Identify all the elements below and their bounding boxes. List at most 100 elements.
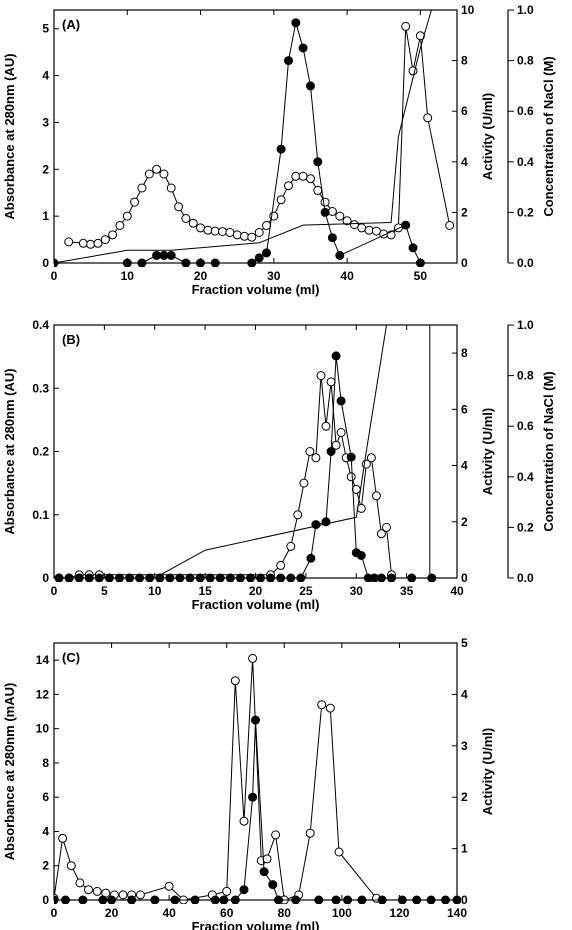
panel-b-absorbance-point xyxy=(371,491,381,501)
panel-a-absorbance-point xyxy=(313,185,323,195)
panel-a-y2-axis-title: Activity (U/ml) xyxy=(480,93,495,180)
panel-a-nacl-gradient-line xyxy=(54,9,432,264)
panel-c-data xyxy=(54,653,461,904)
panel-a-absorbance-point xyxy=(335,211,345,221)
panel-c-y2-tick-label: 3 xyxy=(461,739,468,753)
panel-a-activity-point xyxy=(166,250,176,260)
panel-b-absorbance-point xyxy=(305,447,315,456)
panel-a-y3-tick-label: 0.8 xyxy=(517,54,534,68)
panel-a-absorbance-point xyxy=(232,230,242,240)
panel-a-absorbance-point xyxy=(210,226,220,236)
panel-b-activity-point xyxy=(276,573,286,582)
panel-b-x-tick-label: 5 xyxy=(101,584,108,598)
panel-a-y-tick-label: 1 xyxy=(42,209,49,223)
panel-b-activity-point xyxy=(165,573,175,582)
panel-c-y2-tick-label: 5 xyxy=(461,636,468,650)
panel-b-activity-point xyxy=(311,520,321,530)
panel-a-absorbance-point xyxy=(276,195,286,205)
panel-a-absorbance-point xyxy=(247,232,257,242)
panel-c-absorbance-point xyxy=(305,828,315,838)
panel-c-absorbance-point xyxy=(84,885,93,895)
panel-c-absorbance-point xyxy=(239,816,249,826)
panel-c-activity-point xyxy=(314,895,324,904)
panel-c-y-tick-label: 12 xyxy=(36,687,50,701)
panel-a-y2-tick-label: 4 xyxy=(461,155,468,169)
panel-c-activity-point xyxy=(127,895,137,904)
panel-c-activity-point xyxy=(452,895,461,904)
panel-b-y2-tick-label: 0 xyxy=(461,571,468,585)
panel-c-activity-line xyxy=(54,720,457,901)
panel-a-activity-point xyxy=(137,258,147,267)
panel-a-absorbance-point xyxy=(130,197,140,207)
panel-a-x-tick-label: 40 xyxy=(340,269,354,283)
panel-b-y-tick-label: 0.1 xyxy=(32,508,49,522)
panel-a-absorbance-point xyxy=(401,21,411,31)
panel-b-y-tick-label: 0 xyxy=(42,571,49,585)
panel-b-absorbance-point xyxy=(321,421,331,431)
panel-c-x-tick-label: 40 xyxy=(162,906,176,920)
panel-a-absorbance-point xyxy=(122,211,132,221)
panel-b-absorbance-point xyxy=(331,440,341,450)
panel-c-y-tick-label: 10 xyxy=(36,722,50,736)
panel-c-x-tick-label: 60 xyxy=(220,906,234,920)
panel-b-absorbance-point xyxy=(299,478,309,488)
panel-a-y3-axis-title: Concentration of NaCl (M) xyxy=(541,56,556,216)
panel-c-x-tick-label: 80 xyxy=(278,906,292,920)
panel-a-absorbance-point xyxy=(137,183,147,193)
panel-a-absorbance-point xyxy=(298,171,308,181)
panel-a-absorbance-point xyxy=(93,238,103,248)
panel-b-x-tick-label: 30 xyxy=(350,584,364,598)
panel-b-y-axis-title: Absorbance at 280nm (AU) xyxy=(2,368,17,534)
panel-a-absorbance-point xyxy=(393,223,403,233)
panel-b-absorbance-point xyxy=(326,377,336,387)
panel-c-activity-point xyxy=(98,895,108,904)
panel-c-y-tick-label: 0 xyxy=(42,893,49,907)
panel-a-activity-point xyxy=(122,258,132,267)
panel-c-activity-point xyxy=(397,895,407,904)
panel-a-activity-point xyxy=(276,144,286,154)
panel-a-absorbance-point xyxy=(86,239,96,249)
panel-c-activity-point xyxy=(78,895,88,904)
panel-c-absorbance-point xyxy=(58,833,68,843)
panel-a-activity-point xyxy=(320,207,330,217)
panel-c-activity-point xyxy=(150,895,160,904)
panel-a-absorbance-point xyxy=(327,207,337,216)
panel-c-absorbance-point xyxy=(325,703,335,713)
panel-b-activity-point xyxy=(331,351,341,361)
panel-c-label: (C) xyxy=(62,650,80,665)
panel-c-activity-point xyxy=(190,895,200,904)
panel-b-activity-point xyxy=(336,396,346,406)
panel-a-y2-tick-label: 10 xyxy=(461,3,475,17)
panel-a-absorbance-point xyxy=(100,235,110,245)
panel-a-activity-point xyxy=(262,248,271,258)
panel-a-absorbance-point xyxy=(218,227,227,237)
panel-b-x-axis-title: Fraction volume (ml) xyxy=(192,597,320,612)
panel-c-activity-point xyxy=(412,895,422,904)
panel-b: 0 5 10 15 20 25 30 35 4000.10.20.30.4024680.00.2… xyxy=(2,318,556,612)
panel-a-absorbance-point xyxy=(320,197,330,207)
panel-b-activity-point xyxy=(235,573,245,582)
panel-b-x-tick-label: 40 xyxy=(450,584,464,598)
panel-a-activity-point xyxy=(327,233,337,243)
panel-c-y2-tick-label: 2 xyxy=(461,790,468,804)
panel-b-absorbance-point xyxy=(366,453,376,463)
panel-c-y2-axis-title: Activity (U/ml) xyxy=(480,728,495,815)
panel-b-activity-point xyxy=(376,573,386,582)
panel-c-absorbance-line xyxy=(54,658,377,901)
panel-c-absorbance-point xyxy=(118,890,128,900)
panel-a-absorbance-point xyxy=(262,221,271,230)
panel-c-activity-point xyxy=(239,885,249,895)
panel-b-absorbance-point xyxy=(382,522,391,532)
panel-c-absorbance-point xyxy=(135,890,145,900)
panel-a-absorbance-point xyxy=(364,225,374,235)
panel-c-activity-point xyxy=(107,895,117,904)
panel-a-absorbance-point xyxy=(64,237,74,247)
panel-a-absorbance-point xyxy=(371,226,381,236)
panel-b-y2-axis-title: Activity (U/ml) xyxy=(480,408,495,495)
panel-b-label: (B) xyxy=(62,332,80,347)
panel-a-activity-point xyxy=(210,258,220,267)
panel-a-activity-point xyxy=(247,258,257,267)
panel-b-absorbance-point xyxy=(276,560,286,570)
panel-b-x-tick-label: 15 xyxy=(198,584,212,598)
panel-c-activity-point xyxy=(219,895,229,904)
